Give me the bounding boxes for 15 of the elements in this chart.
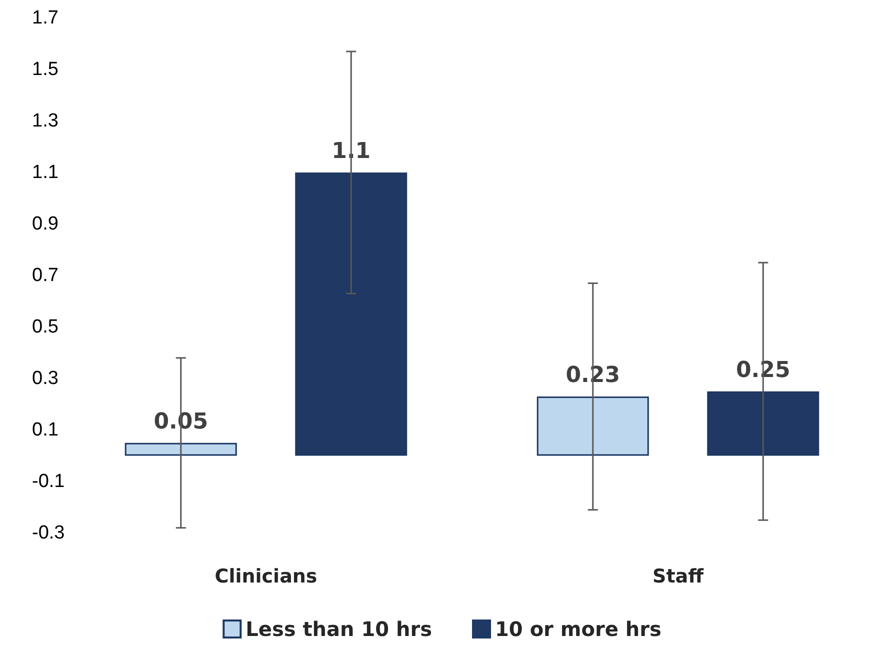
y-tick-label: 1.3	[32, 110, 58, 132]
x-tick-label: Clinicians	[214, 566, 318, 588]
y-tick-label: 0.1	[32, 420, 58, 440]
y-tick-label: 0.3	[32, 368, 58, 389]
y-tick-label: -0.1	[32, 471, 65, 492]
y-tick-label: 0.9	[32, 214, 58, 234]
y-tick-label: 1.7	[32, 8, 58, 28]
y-tick-label: 0.5	[32, 316, 58, 338]
legend-label: 10 or more hrs	[495, 617, 662, 641]
y-tick-label: 1.5	[32, 59, 58, 80]
y-tick-label: 0.7	[32, 265, 58, 286]
x-tick-label: Staff	[652, 566, 704, 588]
legend-label: Less than 10 hrs	[246, 617, 432, 641]
y-tick-label: -0.3	[32, 522, 65, 544]
y-tick-label: 1.1	[32, 162, 58, 183]
